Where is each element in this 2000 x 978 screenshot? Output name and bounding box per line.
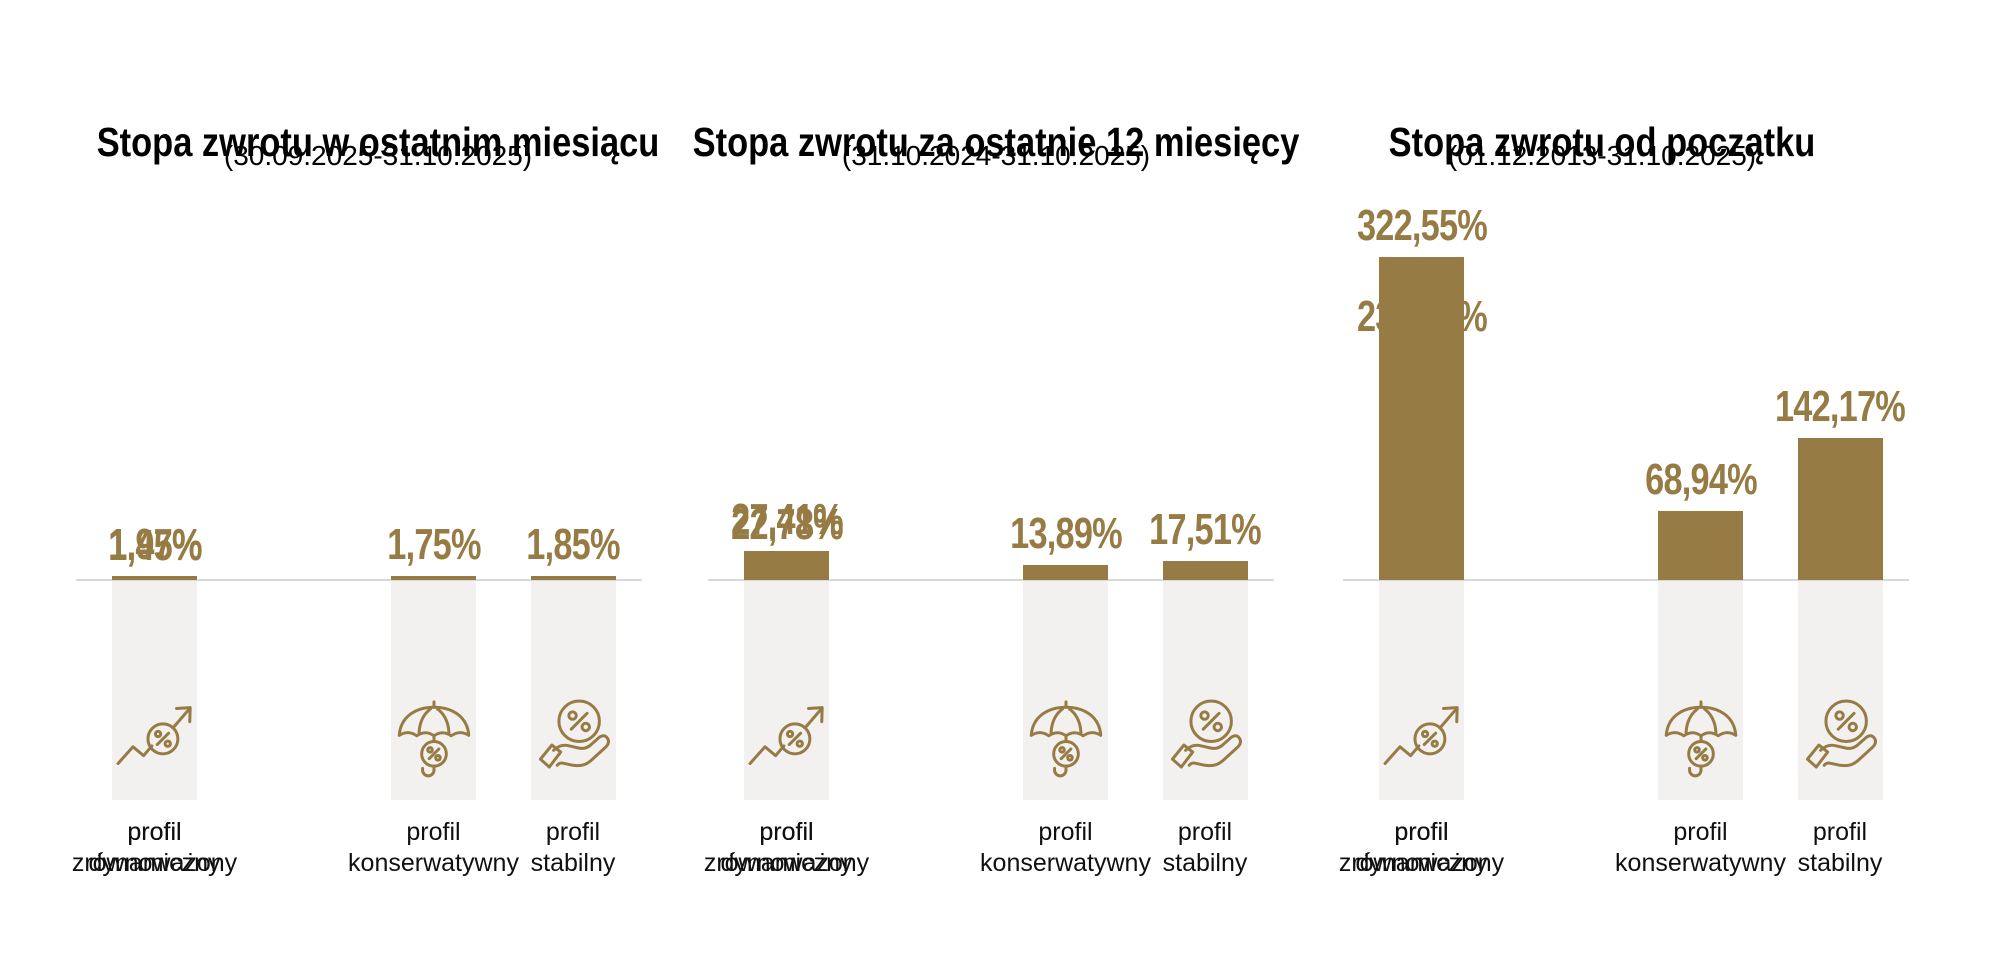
hand-percent-icon — [1796, 694, 1884, 782]
bar-column-dynamiczny: 322,55% profil dynamiczny — [1356, 0, 1488, 978]
bar-value-label: 13,89% — [1009, 509, 1123, 558]
profile-label: profil stabilny — [1162, 818, 1248, 877]
profile-column-background — [1379, 581, 1464, 800]
chart-last-12-months: Stopa zwrotu za ostatnie 12 miesięcy (31… — [693, 0, 1300, 978]
hand-percent-icon — [529, 694, 617, 782]
bar — [530, 576, 616, 580]
chart-subtitle: (01.12.2013-31.10.2025) — [1447, 140, 1757, 171]
trend-percent-icon — [111, 694, 199, 782]
bar-column-konserwatywny: 68,94% profil konserwatywny — [1615, 0, 1786, 978]
profile-column-background — [744, 581, 829, 800]
bar-column-stabilny: 17,51% profil stabilny — [1149, 0, 1262, 978]
bar-value-label: 1,97% — [107, 520, 202, 569]
profile-label: profil dynamiczny — [720, 818, 853, 877]
chart-title: Stopa zwrotu za ostatnie 12 miesięcy — [692, 119, 1300, 166]
profile-label: profil konserwatywny — [348, 818, 519, 877]
profile-label: profil konserwatywny — [980, 818, 1151, 877]
chart-title: Stopa zwrotu w ostatnim miesiącu — [96, 119, 660, 166]
chart-subtitle: (30.09.2025-31.10.2025) — [223, 140, 533, 171]
x-axis-baseline — [76, 579, 642, 581]
bar-value-label: 1,45% — [107, 521, 202, 570]
profile-label: profil konserwatywny — [1615, 818, 1786, 877]
trend-percent-icon — [743, 694, 831, 782]
bar-value-label: 68,94% — [1644, 455, 1758, 504]
trend-percent-icon — [1378, 694, 1466, 782]
profile-label: profil zrównoważony — [71, 818, 238, 877]
profile-column-background — [391, 581, 476, 800]
bar-column-stabilny: 142,17% profil stabilny — [1775, 0, 1906, 978]
bar-value-label: 17,51% — [1149, 505, 1262, 554]
bar — [112, 576, 197, 580]
umbrella-percent-icon — [390, 694, 478, 782]
bar-value-label: 142,17% — [1774, 382, 1906, 431]
bar-column-stabilny: 1,85% profil stabilny — [526, 0, 620, 978]
bar-value-label: 27,41% — [730, 495, 844, 544]
bar — [391, 576, 476, 580]
bar — [1379, 257, 1464, 580]
bar-column-dynamiczny: 1,97% profil dynamiczny — [89, 0, 221, 978]
profile-label: profil dynamiczny — [1355, 818, 1488, 877]
profile-label: profil zrównoważony — [1338, 818, 1505, 877]
bar — [1162, 561, 1248, 580]
profile-label: profil zrównoważony — [703, 818, 870, 877]
bar-value-label: 22,78% — [730, 500, 844, 549]
bar — [744, 551, 829, 580]
hand-percent-icon — [1161, 694, 1249, 782]
bar — [1023, 565, 1108, 580]
bar-value-label: 1,75% — [386, 520, 481, 569]
bar — [1797, 438, 1883, 580]
bar-value-label: 1,85% — [526, 520, 620, 569]
profile-column-background — [1658, 581, 1743, 800]
profile-label: profil dynamiczny — [88, 818, 221, 877]
profile-column-background — [1023, 581, 1108, 800]
x-axis-baseline — [708, 579, 1274, 581]
profile-column-background — [112, 581, 197, 800]
chart-title: Stopa zwrotu od początku — [1388, 119, 1816, 166]
bar-value-label: 322,55% — [1356, 201, 1487, 250]
umbrella-percent-icon — [1657, 694, 1745, 782]
x-axis-baseline — [1343, 579, 1909, 581]
chart-subtitle: (31.10.2024-31.10.2025) — [841, 140, 1151, 171]
chart-since-inception: Stopa zwrotu od początku (01.12.2013-31.… — [1339, 0, 1909, 978]
chart-last-month: Stopa zwrotu w ostatnim miesiącu (30.09.… — [72, 0, 659, 978]
profile-label: profil stabilny — [1797, 818, 1883, 877]
bar-column-konserwatywny: 1,75% profil konserwatywny — [348, 0, 519, 978]
bar — [1658, 511, 1743, 580]
bar-column-dynamiczny: 27,41% profil dynamiczny — [721, 0, 853, 978]
bar-column-konserwatywny: 13,89% profil konserwatywny — [980, 0, 1151, 978]
profile-label: profil stabilny — [530, 818, 616, 877]
umbrella-percent-icon — [1022, 694, 1110, 782]
